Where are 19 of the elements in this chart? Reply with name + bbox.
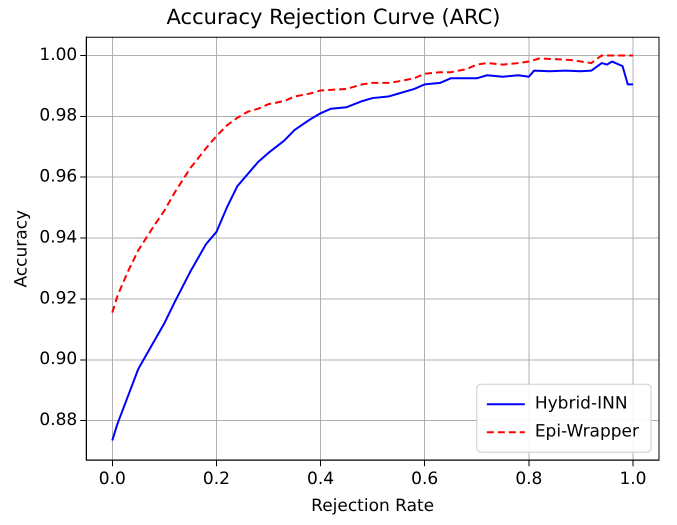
legend-label: Hybrid-INN [534, 394, 628, 414]
y-tick-label: 0.98 [39, 106, 78, 126]
y-tick-label: 0.96 [39, 166, 78, 187]
x-tick-label: 0.4 [307, 468, 334, 489]
y-tick-label: 1.00 [39, 44, 78, 65]
x-tick-label: 0.8 [515, 468, 542, 489]
y-tick-label: 0.94 [39, 227, 78, 248]
x-tick-label: 0.0 [98, 468, 126, 489]
chart-title: Accuracy Rejection Curve (ARC) [166, 5, 500, 30]
legend-label: Epi-Wrapper [534, 422, 640, 442]
x-tick-label: 1.0 [619, 468, 646, 489]
x-axis-title: Rejection Rate [311, 496, 434, 516]
line-series [111, 54, 634, 314]
x-tick-label: 0.6 [411, 468, 438, 489]
x-tick-label: 0.2 [202, 468, 230, 489]
y-tick-label: 0.88 [39, 410, 78, 430]
y-tick-label: 0.90 [39, 349, 78, 370]
y-axis-title: Accuracy [12, 210, 32, 288]
y-tick-label: 0.92 [39, 288, 78, 308]
